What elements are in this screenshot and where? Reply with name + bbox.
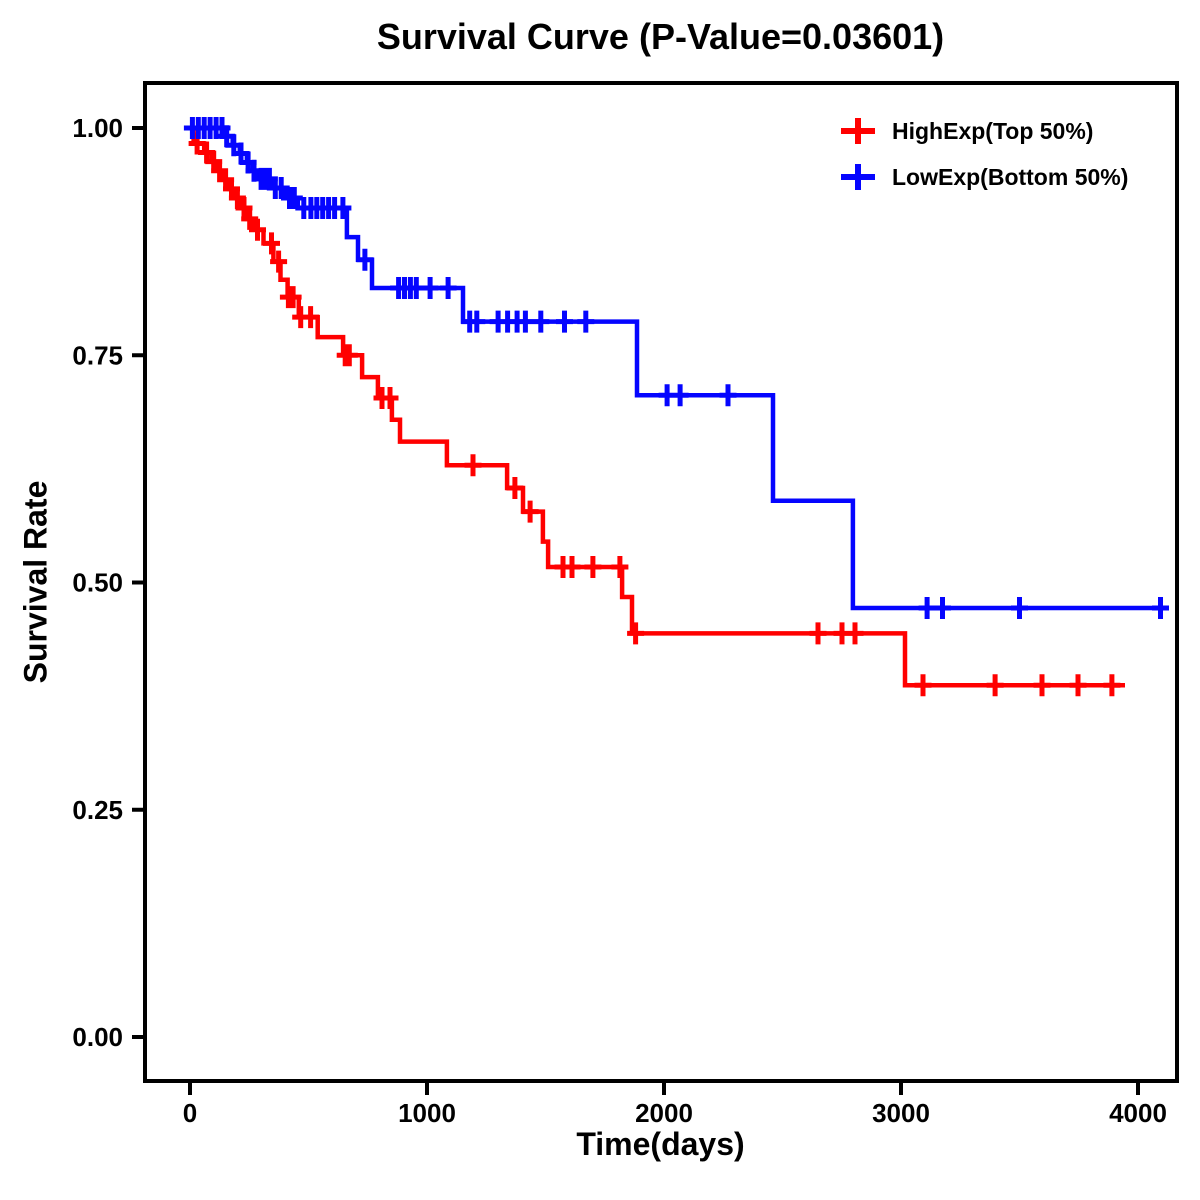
x-axis-label: Time(days) — [576, 1126, 745, 1162]
legend: HighExp(Top 50%) LowExp(Bottom 50%) — [838, 116, 1128, 192]
legend-label-highexp: HighExp(Top 50%) — [892, 117, 1094, 144]
chart-title: Survival Curve (P-Value=0.03601) — [376, 16, 945, 57]
censor-marks-1 — [183, 117, 1169, 619]
x-tick-label: 2000 — [635, 1098, 693, 1128]
plus-marker-icon — [841, 164, 875, 190]
legend-label-lowexp: LowExp(Bottom 50%) — [892, 163, 1129, 190]
x-tick-label: 4000 — [1109, 1098, 1167, 1128]
plot-border — [143, 81, 1179, 1083]
plus-marker-icon — [841, 118, 875, 144]
y-axis-label: Survival Rate — [17, 480, 54, 684]
y-tick-label: 1.00 — [72, 113, 123, 143]
legend-item-highexp: HighExp(Top 50%) — [838, 116, 1128, 146]
censor-marks-0 — [188, 132, 1121, 697]
x-tick-label: 0 — [183, 1098, 197, 1128]
y-tick-label: 0.75 — [72, 340, 123, 370]
y-tick-label: 0.25 — [72, 795, 123, 825]
x-tick-label: 3000 — [872, 1098, 930, 1128]
y-tick-label: 0.50 — [72, 568, 123, 598]
x-tick-label: 1000 — [398, 1098, 456, 1128]
legend-item-lowexp: LowExp(Bottom 50%) — [838, 162, 1128, 192]
y-tick-label: 0.00 — [72, 1022, 123, 1052]
